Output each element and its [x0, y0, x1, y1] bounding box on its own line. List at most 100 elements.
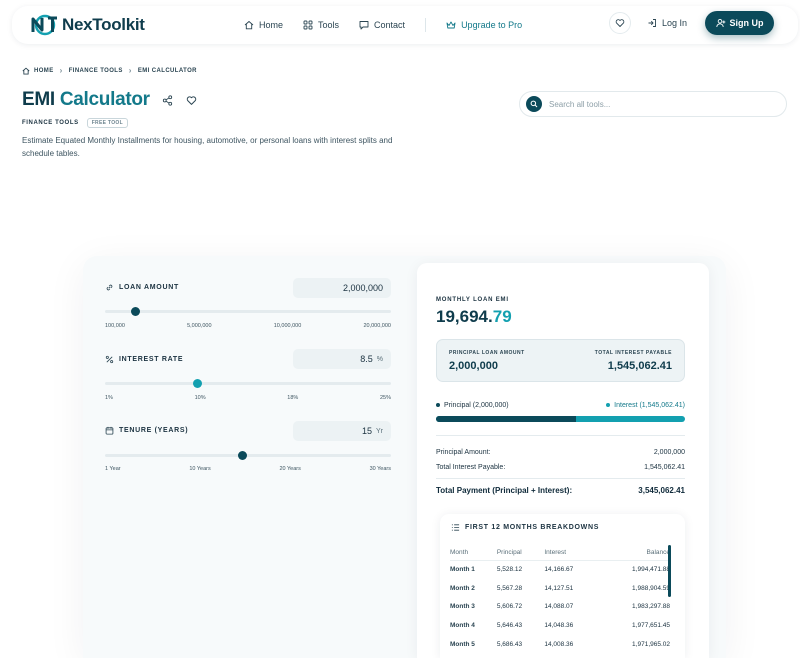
legend-interest: Interest (1,545,062.41)	[606, 402, 685, 409]
interest-rate-slider[interactable]	[105, 379, 391, 388]
breadcrumb: HOME › FINANCE TOOLS › EMI CALCULATOR	[22, 66, 197, 75]
tick-label: 30 Years	[369, 466, 391, 472]
tick-label: 20 Years	[279, 466, 301, 472]
logo-text: NexToolkit	[62, 15, 145, 34]
home-icon	[22, 67, 30, 74]
login-label: Log In	[661, 18, 687, 28]
loan-amount-slider-thumb[interactable]	[131, 307, 141, 316]
tenure-ticks: 1 Year 10 Years 20 Years 30 Years	[105, 466, 391, 472]
share-button[interactable]	[162, 94, 173, 106]
divider	[436, 478, 685, 479]
calendar-icon	[105, 426, 114, 435]
column-header: Principal	[496, 545, 545, 561]
chevron-right-icon: ›	[59, 66, 63, 75]
tenure-slider-thumb[interactable]	[238, 451, 248, 460]
chevron-right-icon: ›	[128, 66, 132, 75]
table-row: Month 4 5,646.43 14,048.36 1,977,651.45	[450, 621, 670, 629]
results-panel: MONTHLY LOAN EMI 19,694.79 PRINCIPAL LOA…	[417, 263, 709, 658]
breakdown-title: FIRST 12 MONTHS BREAKDOWNS	[451, 523, 599, 532]
breadcrumb-current: EMI CALCULATOR	[137, 67, 197, 74]
emi-label: MONTHLY LOAN EMI	[436, 297, 509, 303]
header-actions: Log In Sign Up	[608, 11, 774, 35]
chat-icon	[359, 21, 369, 30]
search-input[interactable]	[549, 99, 749, 109]
column-header: Month	[450, 545, 497, 561]
principal-share-fill	[436, 416, 577, 422]
column-header: Balance	[598, 545, 670, 561]
breakdown-scrollbar[interactable]	[668, 545, 671, 597]
user-plus-icon	[715, 18, 725, 28]
category-label: FINANCE TOOLS	[22, 120, 79, 126]
logo-mark-icon	[30, 14, 60, 36]
principal-amount-row: Principal Amount: 2,000,000	[436, 449, 685, 456]
share-icon	[162, 94, 172, 106]
login-link[interactable]: Log In	[647, 18, 687, 28]
heart-icon	[615, 19, 625, 27]
logo[interactable]: NexToolkit	[30, 14, 145, 36]
breadcrumb-finance-tools[interactable]: FINANCE TOOLS	[68, 67, 123, 74]
summary-box: PRINCIPAL LOAN AMOUNT 2,000,000 TOTAL IN…	[436, 339, 685, 382]
percent-unit: %	[376, 355, 383, 363]
signup-button[interactable]: Sign Up	[705, 11, 774, 35]
favorite-tool-button[interactable]	[186, 95, 197, 106]
nav-tools-label: Tools	[318, 20, 340, 30]
nav-home[interactable]: Home	[244, 20, 283, 30]
grid-icon	[303, 20, 313, 30]
loan-amount-ticks: 100,000 5,000,000 10,000,000 20,000,000	[105, 323, 391, 329]
loan-amount-label: LOAN AMOUNT	[105, 283, 179, 292]
loan-amount-slider[interactable]	[105, 307, 391, 316]
principal-summary: PRINCIPAL LOAN AMOUNT 2,000,000	[449, 350, 525, 372]
nav-tools[interactable]: Tools	[303, 20, 339, 30]
emi-calculator-card: LOAN AMOUNT 2,000,000 100,000 5,000,000 …	[83, 256, 726, 658]
input-panel: LOAN AMOUNT 2,000,000 100,000 5,000,000 …	[83, 256, 413, 658]
interest-rate-input[interactable]: 8.5%	[293, 349, 391, 369]
split-legend: Principal (2,000,000) Interest (1,545,06…	[436, 402, 685, 409]
interest-rate-ticks: 1% 10% 18% 25%	[105, 395, 391, 401]
legend-principal: Principal (2,000,000)	[436, 402, 509, 409]
loan-amount-input[interactable]: 2,000,000	[293, 278, 391, 298]
principal-interest-split-bar	[436, 416, 685, 422]
tool-description: Estimate Equated Monthly Installments fo…	[22, 136, 393, 158]
nav-home-label: Home	[259, 20, 284, 30]
list-icon	[451, 524, 460, 531]
tick-label: 1 Year	[105, 466, 121, 472]
page-title: EMI Calculator	[22, 89, 150, 110]
tenure-slider[interactable]	[105, 451, 391, 460]
breadcrumb-home[interactable]: HOME	[34, 67, 54, 74]
tenure-label: TENURE (YEARS)	[105, 426, 188, 435]
interest-rate-slider-thumb[interactable]	[192, 379, 202, 388]
interest-rate-label: INTEREST RATE	[105, 355, 183, 364]
crown-icon	[446, 21, 456, 29]
upgrade-label: Upgrade to Pro	[461, 20, 523, 30]
tick-label: 25%	[379, 395, 391, 401]
tick-label: 10 Years	[189, 466, 211, 472]
table-row: Month 1 5,528.12 14,166.67 1,994,471.88	[450, 566, 670, 574]
top-nav-bar: NexToolkit Home Tools Contact Upgrade to…	[12, 6, 798, 44]
upgrade-to-pro-link[interactable]: Upgrade to Pro	[446, 20, 522, 30]
monthly-breakdown-panel: FIRST 12 MONTHS BREAKDOWNS Month Princip…	[440, 514, 685, 658]
tick-label: 20,000,000	[363, 323, 391, 329]
tick-label: 10%	[194, 395, 206, 401]
interest-summary: TOTAL INTEREST PAYABLE 1,545,062.41	[594, 350, 672, 372]
login-icon	[648, 19, 656, 27]
nav-contact-label: Contact	[374, 20, 406, 30]
favorites-button[interactable]	[608, 12, 631, 34]
home-icon	[244, 20, 254, 30]
total-payment-row: Total Payment (Principal + Interest): 3,5…	[436, 486, 685, 495]
signup-label: Sign Up	[729, 18, 764, 28]
tool-search[interactable]	[519, 91, 787, 117]
percent-icon	[105, 355, 114, 364]
tool-meta: FINANCE TOOLS FREE TOOL	[22, 118, 128, 128]
breakdown-table: Month Principal Interest Balance Month 1…	[450, 545, 670, 653]
table-row: Month 5 5,686.43 14,008.36 1,971,965.02	[450, 640, 670, 648]
total-interest-row: Total Interest Payable: 1,545,062.41	[436, 464, 685, 471]
heart-icon	[186, 95, 196, 105]
table-row: Month 3 5,606.72 14,088.07 1,983,297.88	[450, 603, 670, 611]
tick-label: 1%	[105, 395, 113, 401]
tick-label: 5,000,000	[187, 323, 212, 329]
main-nav: Home Tools Contact Upgrade to Pro	[244, 18, 522, 32]
tick-label: 100,000	[105, 323, 125, 329]
nav-contact[interactable]: Contact	[359, 20, 405, 30]
free-tool-badge: FREE TOOL	[86, 118, 128, 128]
tenure-input[interactable]: 15 Yr	[293, 421, 391, 441]
